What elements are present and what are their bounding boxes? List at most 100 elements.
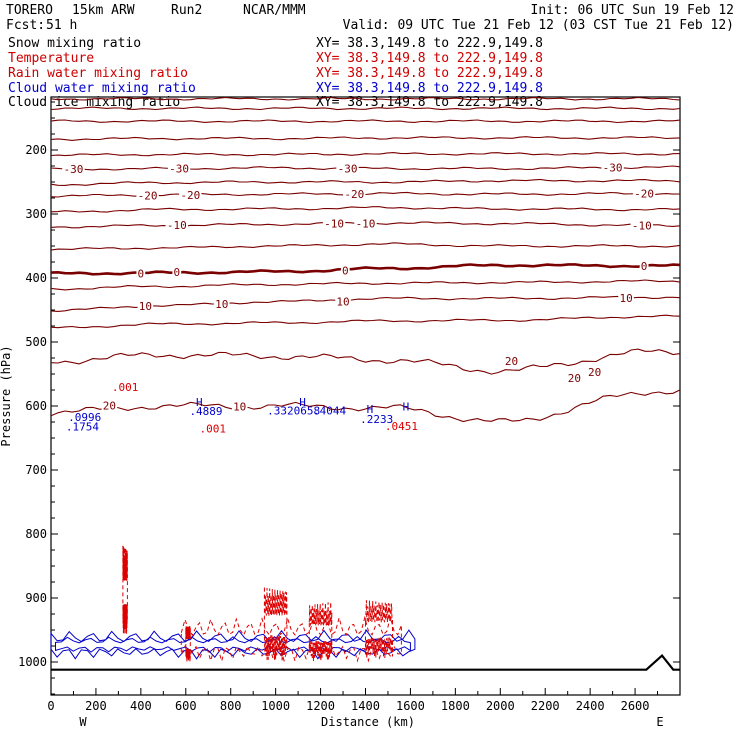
contour-label: -10 <box>324 218 344 231</box>
x-tick-label: 600 <box>175 699 197 713</box>
contour-label-bg <box>618 291 634 304</box>
legend-label-temperature: Temperature <box>8 51 94 66</box>
contour-label: 0 <box>342 264 349 277</box>
contour-label: H <box>196 396 203 409</box>
x-tick-label: 2600 <box>621 699 650 713</box>
model-name: TORERO <box>6 3 53 18</box>
legend-label-rain: Rain water mixing ratio <box>8 66 188 81</box>
isotherm-line <box>50 279 681 291</box>
contour-label: .001 <box>199 422 226 435</box>
contour-label: -30 <box>603 161 623 174</box>
contour-label: 10 <box>233 401 246 414</box>
contour-labels: -30 -30 -30 -30 -20 -20 -20 -20 -10 -10 -10 -10 0 0 0 0… <box>62 161 656 435</box>
model-org: NCAR/MMM <box>243 3 306 18</box>
legend-xy-rain: XY= 38.3,149.8 to 222.9,149.8 <box>316 66 543 81</box>
contour-label: -30 <box>64 163 84 176</box>
contour-label: 0 <box>173 266 180 279</box>
contour-label-bg <box>62 163 85 176</box>
temperature-contours <box>50 96 681 423</box>
legend-xy-snow: XY= 38.3,149.8 to 222.9,149.8 <box>316 36 543 51</box>
isotherm-line <box>50 242 681 251</box>
header: TORERO 15km ARW Run2 NCAR/MMM Init: 06 U… <box>6 3 734 33</box>
contour-label: 0 <box>138 268 145 281</box>
contour-label-bg <box>167 162 191 175</box>
x-tick-label: 1600 <box>396 699 425 713</box>
y-tick-label: 400 <box>25 271 47 285</box>
contour-label: 10 <box>619 292 632 305</box>
contour-label-bg <box>354 217 377 230</box>
contour-label: H <box>367 403 374 416</box>
isotherm-line <box>50 136 681 141</box>
contour-label-bg <box>179 188 202 201</box>
x-tick-label: 1000 <box>261 699 290 713</box>
contour-label-bg <box>213 298 230 311</box>
contour-label: 10 <box>336 296 349 309</box>
contour-label: 20 <box>588 366 601 379</box>
x-tick-label: 400 <box>130 699 152 713</box>
contour-label: .4044 <box>313 404 346 417</box>
rain-contour <box>308 601 333 662</box>
legend-label-cloud-water: Cloud water mixing ratio <box>8 81 196 96</box>
contour-label: H <box>299 396 306 409</box>
x-tick-label: 2000 <box>486 699 515 713</box>
y-tick-label: 500 <box>25 335 47 349</box>
contour-label: -20 <box>344 188 364 201</box>
model-resolution: 15km ARW <box>72 3 135 18</box>
contour-label-bg <box>101 399 118 412</box>
model-run: Run2 <box>171 3 202 18</box>
contour-label-bg <box>165 218 188 231</box>
forecast-label: Fcst: <box>6 18 45 33</box>
contour-label: .4889 <box>189 405 222 418</box>
isotherm-line <box>50 295 681 312</box>
contour-label-bg <box>632 187 656 200</box>
contour-label-bg <box>639 259 649 272</box>
contour-label-bg <box>231 400 248 413</box>
contour-label-bg <box>343 188 366 201</box>
isotherm-line <box>50 263 681 276</box>
y-tick-label: 200 <box>25 143 47 157</box>
x-axis: 0 200 400 600 800 1000 1200 1400 1600 1800 2000 220… <box>47 688 659 713</box>
contour-label: .2233 <box>360 413 393 426</box>
contour-label: -30 <box>169 163 189 176</box>
contour-label-bg <box>336 162 359 175</box>
y-axis-title: Pressure (hPa) <box>0 345 13 446</box>
rain-contour <box>122 545 128 635</box>
contour-label: -20 <box>634 188 654 201</box>
cloud-water-contour <box>55 635 411 653</box>
contour-label: 20 <box>568 372 581 385</box>
x-tick-label: 2200 <box>531 699 560 713</box>
east-end-label: E <box>656 715 663 729</box>
rain-contour <box>365 600 393 659</box>
contour-label: -10 <box>632 220 652 233</box>
forecast-hours: 51 h <box>46 18 77 33</box>
contour-label-bg <box>630 219 654 232</box>
x-tick-label: 1800 <box>441 699 470 713</box>
contour-label: 0 <box>641 260 648 273</box>
init-time: Init: 06 UTC Sun 19 Feb 12 <box>531 3 735 18</box>
contour-label: .001 <box>112 381 139 394</box>
contour-label-bg <box>601 161 624 174</box>
contour-label: H <box>403 401 410 414</box>
valid-time: Valid: 09 UTC Tue 21 Feb 12 (03 CST Tue … <box>343 18 734 33</box>
contour-label-bg <box>566 371 583 384</box>
rain-contour <box>180 615 402 663</box>
isotherm-line <box>50 178 681 186</box>
contour-label: .3320658 <box>267 404 320 417</box>
y-tick-label: 600 <box>25 399 47 413</box>
x-axis-title: Distance (km) <box>321 715 415 729</box>
y-tick-label: 300 <box>25 207 47 221</box>
isotherm-line <box>50 389 681 423</box>
contour-label: 10 <box>139 300 152 313</box>
contour-label-bg <box>503 355 520 368</box>
cloud-water-contour <box>50 629 416 660</box>
contour-label: -20 <box>138 189 158 202</box>
contour-label-bg <box>586 366 603 379</box>
contour-label: .0451 <box>385 420 418 433</box>
isotherm-line <box>50 206 681 213</box>
terrain <box>51 654 680 671</box>
contour-label: 10 <box>215 298 228 311</box>
terrain-line <box>51 654 680 671</box>
x-tick-label: 1400 <box>351 699 380 713</box>
isotherm-line <box>50 314 681 329</box>
